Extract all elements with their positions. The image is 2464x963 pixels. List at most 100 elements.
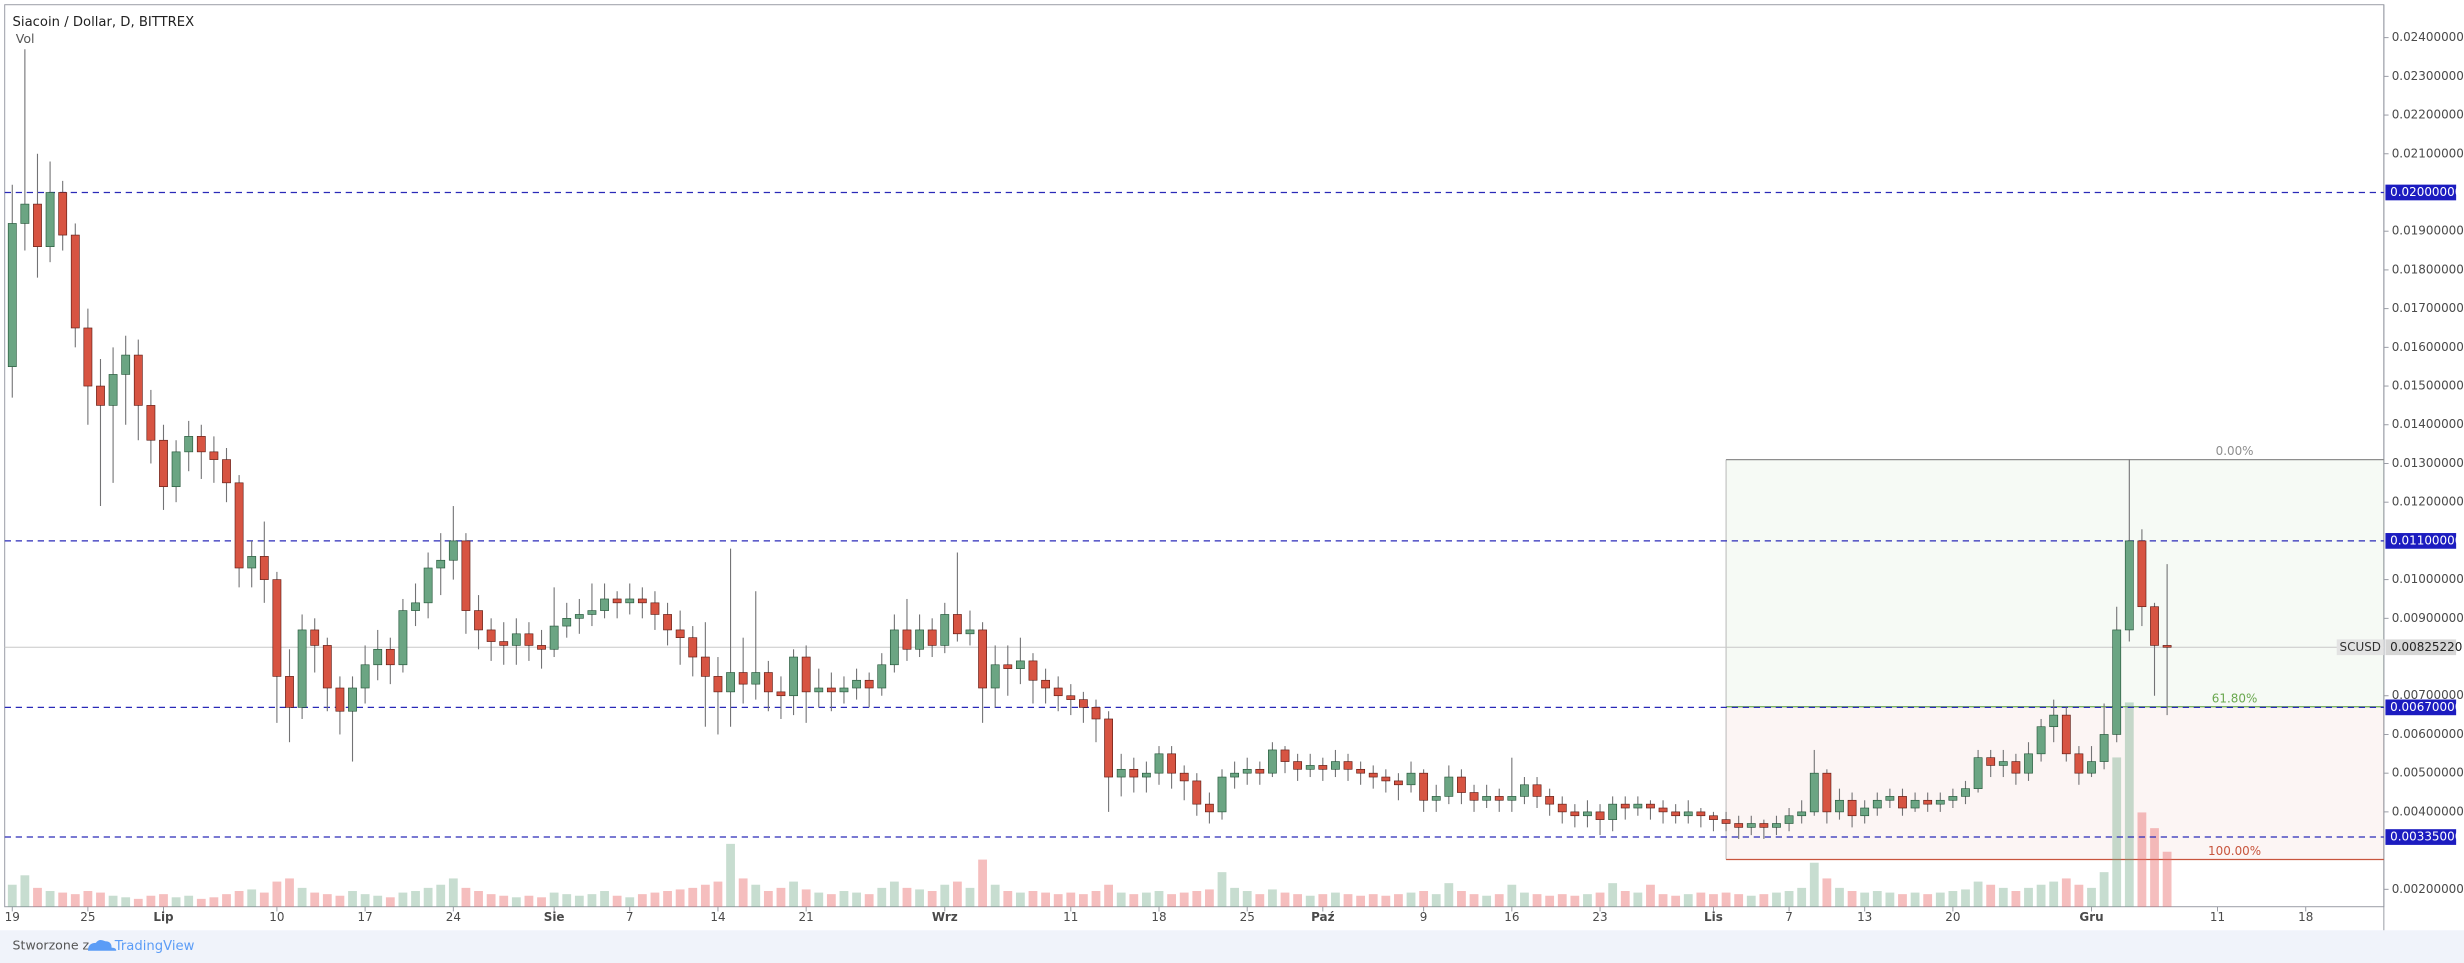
- volume-bar: [1205, 889, 1214, 907]
- candle-body: [1860, 807, 1870, 817]
- candle-body: [1394, 780, 1403, 786]
- x-tick-label: 23: [1592, 910, 1607, 924]
- candle-body: [1255, 768, 1265, 774]
- candle-body: [612, 598, 622, 604]
- candle-body: [1986, 757, 1996, 766]
- volume-bar: [990, 884, 1000, 907]
- candle-body: [915, 629, 924, 650]
- volume-bar: [373, 895, 383, 907]
- brand-link[interactable]: TradingView: [114, 939, 195, 954]
- candle-body: [1091, 707, 1101, 720]
- volume-bar: [335, 895, 345, 907]
- volume-bar: [1872, 891, 1882, 907]
- candle-body: [2137, 540, 2147, 608]
- x-tick-label: 10: [269, 910, 284, 924]
- volume-bar: [1015, 892, 1025, 907]
- fib-zone: [1726, 459, 2384, 707]
- volume-bar: [1835, 887, 1844, 907]
- candle-body: [574, 614, 584, 619]
- volume-bar: [1368, 894, 1378, 907]
- candle-body: [461, 540, 471, 611]
- volume-bar: [1116, 892, 1126, 907]
- candle-body: [70, 234, 80, 329]
- volume-bar: [700, 884, 710, 907]
- y-tick-label: 0.00700000: [2392, 688, 2464, 702]
- candle-body: [763, 672, 773, 693]
- candle-body: [889, 629, 899, 666]
- volume-label: Vol: [16, 31, 35, 46]
- volume-bar: [1142, 892, 1151, 907]
- candle-body: [1935, 799, 1945, 805]
- volume-bar: [385, 897, 395, 907]
- volume-bar: [1595, 892, 1605, 907]
- volume-bar: [486, 894, 496, 907]
- volume-bar: [108, 895, 118, 907]
- candle-body: [1721, 819, 1731, 824]
- volume-bar: [411, 891, 420, 907]
- volume-bar: [360, 894, 370, 907]
- volume-bar: [1885, 892, 1895, 907]
- candle-body: [940, 614, 950, 646]
- volume-bar: [133, 898, 143, 907]
- volume-bar: [511, 897, 521, 907]
- candle-body: [1822, 772, 1832, 813]
- candle-body: [1520, 784, 1529, 797]
- x-tick-label: 9: [1420, 910, 1428, 924]
- volume-bar: [600, 891, 609, 907]
- x-tick-label: 7: [626, 910, 634, 924]
- x-tick-label: 18: [2298, 910, 2313, 924]
- candle-body: [801, 656, 811, 693]
- volume-bar: [2150, 828, 2159, 907]
- volume-bar: [2036, 884, 2046, 907]
- candle-body: [499, 641, 509, 646]
- candle-body: [1835, 799, 1844, 813]
- candle-body: [688, 637, 698, 658]
- volume-bar: [1318, 894, 1328, 907]
- candle-body: [1293, 761, 1303, 770]
- level-price-box: [2385, 184, 2457, 201]
- level-price-box: [2385, 699, 2457, 716]
- candle-body: [33, 203, 42, 247]
- volume-bar: [1671, 895, 1681, 907]
- candle-body: [952, 614, 962, 635]
- y-tick-label: 0.00400000: [2392, 804, 2464, 818]
- last-price-label: 0.00825220: [2390, 640, 2462, 654]
- volume-bar: [1343, 894, 1353, 907]
- volume-bar: [222, 894, 231, 907]
- volume-bar: [1797, 887, 1807, 907]
- brand-logo[interactable]: [88, 940, 117, 951]
- candle-body: [1746, 823, 1756, 828]
- volume-bar: [1570, 895, 1580, 907]
- candle-body: [234, 482, 244, 569]
- volume-bar: [297, 887, 307, 907]
- volume-bar: [1721, 892, 1731, 907]
- volume-bar: [2099, 872, 2109, 907]
- fib-label: 0.00%: [2216, 444, 2254, 458]
- volume-bar: [587, 894, 597, 907]
- candle-body: [2112, 629, 2122, 735]
- candle-body: [121, 354, 131, 375]
- candle-body: [537, 645, 546, 650]
- candle-body: [2061, 714, 2071, 755]
- volume-bar: [1532, 894, 1542, 907]
- volume-bar: [2061, 878, 2071, 907]
- candle-body: [1583, 811, 1592, 817]
- candle-body: [1419, 772, 1429, 801]
- candle-body: [562, 618, 572, 627]
- x-tick-label: Lis: [1704, 910, 1723, 924]
- volume-bar: [272, 881, 282, 907]
- candle-body: [1343, 761, 1353, 770]
- candle-body: [1784, 815, 1794, 824]
- volume-bar: [1331, 892, 1340, 907]
- candle-body: [1444, 776, 1454, 797]
- candle-body: [1482, 796, 1492, 801]
- volume-bar: [1633, 892, 1643, 907]
- volume-bar: [952, 881, 962, 907]
- candle-body: [1053, 687, 1063, 697]
- candle-body: [1759, 823, 1769, 828]
- volume-bar: [1494, 894, 1504, 907]
- volume-bar: [524, 895, 534, 907]
- candle-body: [1608, 803, 1618, 820]
- volume-bar: [1759, 894, 1769, 907]
- candle-body: [20, 203, 30, 224]
